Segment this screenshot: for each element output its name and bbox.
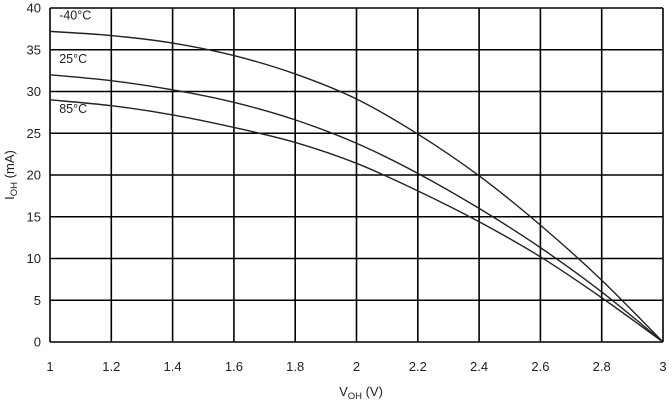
grid: [49, 7, 664, 343]
x-tick-label: 1.6: [225, 359, 243, 374]
y-tick-label: 40: [27, 1, 41, 16]
x-tick-label: 1.4: [164, 359, 182, 374]
series-label: 25°C: [59, 52, 87, 66]
y-tick-label: 35: [27, 42, 41, 57]
y-tick-label: 30: [27, 84, 41, 99]
y-tick-label: 5: [34, 293, 41, 308]
x-tick-label: 1.2: [102, 359, 120, 374]
y-tick-label: 0: [34, 335, 41, 350]
y-tick-label: 25: [27, 126, 41, 141]
y-tick-label: 10: [27, 251, 41, 266]
y-tick-labels: 0 5 10 15 20 25 30 35 40: [27, 1, 41, 350]
y-tick-label: 20: [27, 168, 41, 183]
x-tick-label: 1: [46, 359, 53, 374]
x-tick-label: 2.6: [531, 359, 549, 374]
y-tick-label: 15: [27, 209, 41, 224]
y-axis-title: IOH (mA): [2, 150, 20, 200]
x-tick-label: 2.2: [409, 359, 427, 374]
series-label: 85°C: [59, 102, 87, 116]
series-line: [49, 99, 664, 343]
x-axis-title: VOH (V): [339, 384, 383, 402]
x-tick-label: 1.8: [286, 359, 304, 374]
series-labels: -40°C 25°C 85°C: [59, 9, 91, 117]
series-line: [49, 30, 664, 343]
x-tick-labels: 1 1.2 1.4 1.6 1.8 2 2.2 2.4 2.6 2.8 3: [46, 359, 666, 374]
x-tick-label: 2: [353, 359, 360, 374]
series-label: -40°C: [59, 9, 91, 23]
series-lines: [49, 30, 664, 343]
x-tick-label: 3: [659, 359, 666, 374]
x-tick-label: 2.8: [593, 359, 611, 374]
x-tick-label: 2.4: [470, 359, 488, 374]
series-line: [49, 74, 664, 343]
